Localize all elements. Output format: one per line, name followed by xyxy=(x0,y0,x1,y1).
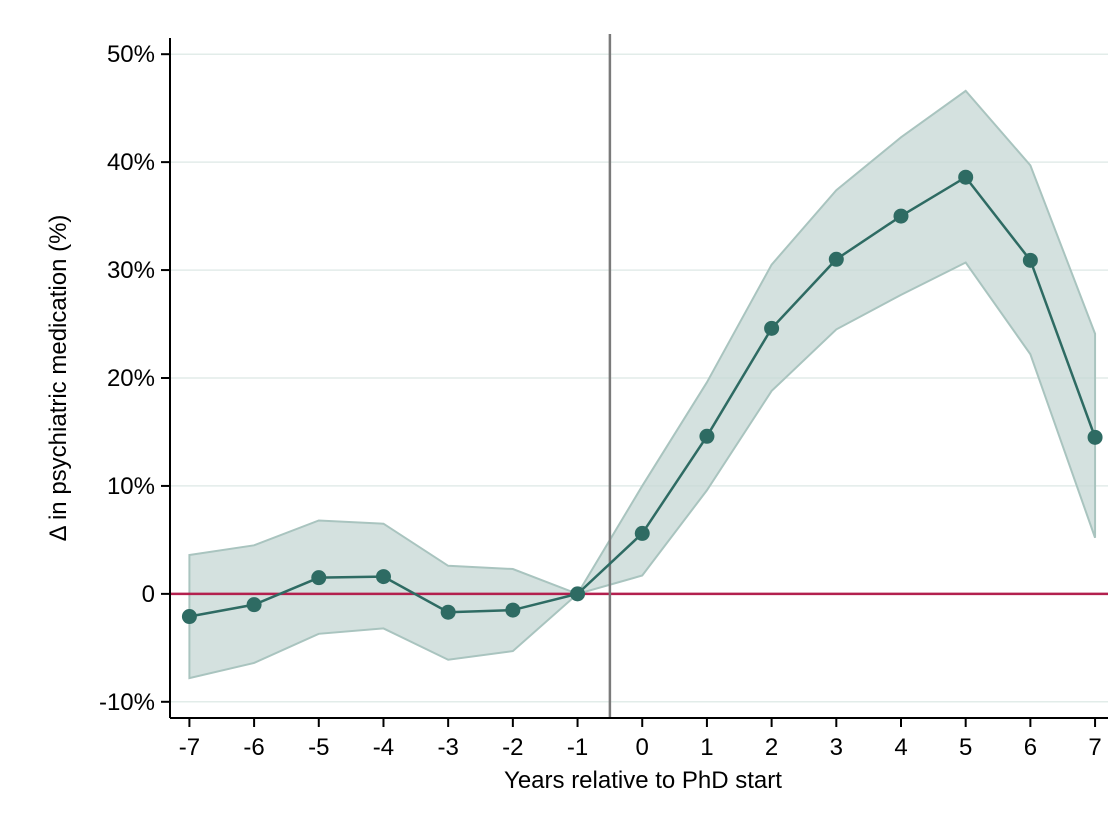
y-tick-label: 0 xyxy=(142,581,155,608)
reference-lines xyxy=(170,34,1108,718)
x-tick-label: -7 xyxy=(179,734,200,761)
data-point xyxy=(246,597,262,613)
data-point xyxy=(440,604,456,620)
data-point xyxy=(505,602,521,618)
data-point xyxy=(764,320,780,336)
x-tick-label: 6 xyxy=(1024,734,1037,761)
y-tick-label: 40% xyxy=(107,149,155,176)
x-axis-title: Years relative to PhD start xyxy=(504,767,782,794)
x-tick-label: -2 xyxy=(502,734,523,761)
x-tick-label: 5 xyxy=(959,734,972,761)
data-point xyxy=(1087,429,1103,445)
data-point xyxy=(311,570,327,586)
y-tick-label: 30% xyxy=(107,257,155,284)
y-tick-label: -10% xyxy=(99,689,155,716)
x-tick-label: -6 xyxy=(243,734,264,761)
x-tick-label: 7 xyxy=(1088,734,1101,761)
axes: -10% 0 10% 20% 30% 40% 50% -7 -6 -5 -4 -3 -2 -1 0 1 2 3 4 5… xyxy=(99,38,1108,761)
data-point xyxy=(634,525,650,541)
x-tick-label: -3 xyxy=(437,734,458,761)
y-tick-label: 20% xyxy=(107,365,155,392)
data-point xyxy=(893,208,909,224)
x-tick-label: 1 xyxy=(700,734,713,761)
y-axis-title: Δ in psychiatric medication (%) xyxy=(45,215,72,542)
y-tick-label: 50% xyxy=(107,41,155,68)
y-tick-label: 10% xyxy=(107,473,155,500)
data-point xyxy=(181,609,197,625)
x-tick-label: -1 xyxy=(567,734,588,761)
data-point xyxy=(699,428,715,444)
x-tick-label: 2 xyxy=(765,734,778,761)
x-tick-label: 4 xyxy=(894,734,907,761)
data-point xyxy=(828,251,844,267)
x-tick-label: -4 xyxy=(373,734,394,761)
data-point xyxy=(570,586,586,602)
data-point xyxy=(375,569,391,585)
series-layer xyxy=(181,169,1103,625)
x-tick-label: 0 xyxy=(636,734,649,761)
data-point xyxy=(1022,252,1038,268)
x-tick-label: 3 xyxy=(830,734,843,761)
x-tick-label: -5 xyxy=(308,734,329,761)
data-point xyxy=(958,169,974,185)
